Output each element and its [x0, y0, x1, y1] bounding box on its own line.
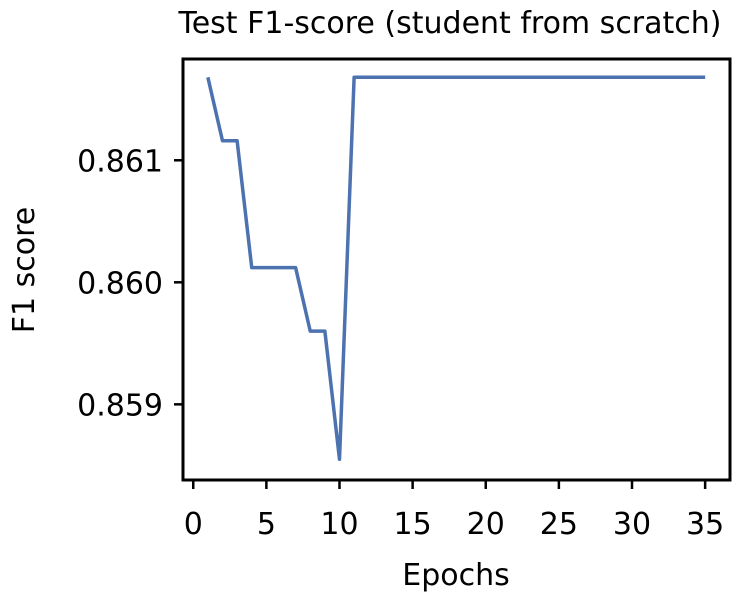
x-tick-label: 10 [320, 507, 358, 542]
x-tick-label: 35 [686, 507, 724, 542]
f1-score-series-line [206, 75, 706, 462]
plot-area [206, 75, 706, 462]
chart-title: Test F1-score (student from scratch) [177, 6, 721, 41]
x-axis-label: Epochs [402, 558, 510, 593]
x-tick-label: 30 [613, 507, 651, 542]
axes-frame [181, 57, 732, 482]
x-tick-label: 20 [467, 507, 505, 542]
y-tick-label: 0.860 [77, 266, 163, 301]
x-tick-label: 0 [184, 507, 203, 542]
y-tick-label: 0.861 [77, 144, 163, 179]
x-axis-ticks: 0 5 10 15 20 25 30 35 [184, 480, 724, 542]
x-tick-label: 15 [394, 507, 432, 542]
y-tick-label: 0.859 [77, 388, 163, 423]
x-tick-label: 5 [257, 507, 276, 542]
y-axis-ticks: 0.859 0.860 0.861 [77, 144, 183, 423]
x-tick-label: 25 [540, 507, 578, 542]
y-axis-label: F1 score [7, 207, 42, 334]
